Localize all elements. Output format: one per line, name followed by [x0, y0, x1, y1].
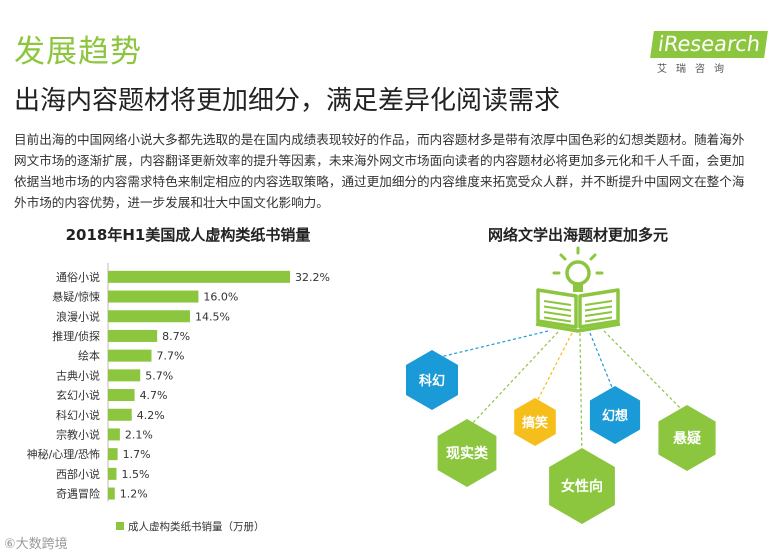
category-label: 科幻小说 [56, 408, 100, 422]
topic-hexagon [514, 398, 556, 446]
bar [108, 270, 290, 283]
chart-title: 2018年H1美国成人虚构类纸书销量 [66, 226, 311, 244]
topic-hexagon [406, 350, 458, 410]
logo-wordmark: iResearch [650, 31, 769, 58]
topic-hexagon [658, 405, 716, 471]
bar [108, 290, 199, 303]
value-label: 7.7% [157, 350, 185, 363]
bar [108, 329, 158, 342]
book-line [584, 300, 613, 306]
book-right-page [578, 288, 620, 329]
book-line [584, 316, 613, 323]
book-line [543, 316, 572, 323]
category-label: 奇遇冒险 [56, 487, 100, 501]
legend-swatch [116, 522, 124, 530]
category-label: 宗教小说 [56, 427, 100, 441]
topic-hexagon [589, 386, 641, 444]
connector-line [431, 330, 549, 360]
category-label: 西部小说 [56, 467, 100, 481]
connector-line [466, 331, 559, 430]
value-label: 14.5% [195, 310, 230, 323]
connector-line [534, 332, 573, 406]
category-label: 神秘/心理/恐怖 [27, 447, 100, 461]
bar [108, 467, 117, 480]
value-label: 8.7% [162, 330, 190, 343]
book-line [584, 311, 613, 317]
iresearch-logo: iResearch 艾瑞咨询 [645, 26, 769, 82]
bar [108, 487, 115, 500]
value-label: 2.1% [125, 428, 153, 441]
value-label: 16.0% [203, 291, 238, 304]
value-label: 1.5% [121, 468, 149, 481]
bar [108, 369, 141, 382]
book-line [584, 305, 613, 312]
category-label: 浪漫小说 [56, 309, 100, 323]
connector-line [579, 332, 583, 460]
topic-hexagon [549, 448, 615, 524]
watermark: ⑥大数跨境 [4, 537, 68, 552]
value-label: 32.2% [295, 271, 330, 284]
book-line [543, 311, 572, 317]
value-label: 5.7% [145, 369, 173, 382]
book-lightbulb-icon [535, 246, 621, 333]
value-label: 1.2% [120, 488, 148, 501]
connector-line [589, 332, 616, 395]
topic-label: 女性向 [561, 478, 603, 495]
logo-subtext: 艾瑞咨询 [657, 64, 733, 75]
diagram-title: 网络文学出海题材更加多元 [488, 226, 668, 244]
book-line [543, 305, 572, 312]
book-spine [535, 322, 621, 333]
value-label: 4.2% [137, 409, 165, 422]
bar [108, 428, 120, 441]
category-label: 推理/侦探 [52, 329, 100, 343]
topic-label: 现实类 [446, 445, 489, 462]
bar [108, 408, 132, 421]
bulb [565, 260, 591, 286]
topic-label: 幻想 [602, 408, 628, 424]
book-line [543, 300, 572, 306]
bulb-ray [559, 253, 567, 261]
body-paragraph: 目前出海的中国网络小说大多都先选取的是在国内成绩表现较好的作品，而内容题材多是带… [14, 132, 745, 210]
category-label: 古典小说 [56, 368, 100, 382]
legend-label: 成人虚构类纸书销量（万册） [128, 520, 265, 533]
topic-hexagon [437, 419, 497, 487]
bar [108, 349, 152, 362]
category-label: 玄幻小说 [56, 388, 100, 402]
book-left-page [536, 288, 578, 329]
category-label: 通俗小说 [56, 270, 100, 284]
value-label: 4.7% [140, 389, 168, 402]
bar [108, 310, 190, 323]
topic-label: 科幻 [419, 373, 445, 389]
bulb-base [573, 283, 583, 292]
topic-label: 搞笑 [522, 415, 548, 431]
bar [108, 448, 118, 461]
topic-label: 悬疑 [672, 431, 701, 447]
category-label: 悬疑/惊悚 [52, 290, 100, 304]
bulb-ray [589, 253, 597, 261]
page-subtitle: 出海内容题材将更加细分，满足差异化阅读需求 [14, 86, 561, 116]
section-title: 发展趋势 [14, 34, 142, 70]
category-label: 绘本 [78, 349, 100, 363]
bar [108, 389, 135, 402]
value-label: 1.7% [123, 448, 151, 461]
